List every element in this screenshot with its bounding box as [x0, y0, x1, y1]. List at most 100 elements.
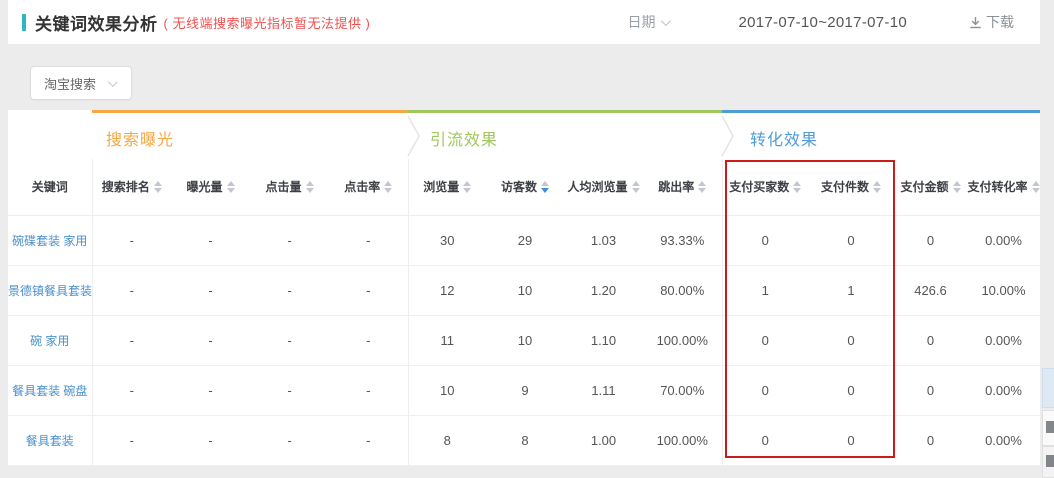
toolbar: 淘宝搜索	[8, 44, 1040, 110]
column-header-label: 人均浏览量	[567, 180, 628, 195]
table-row: 碗碟套装 家用 - - - -30 29 1.03 93.33% 0 0 0 0.00%	[8, 215, 1040, 266]
sort-icon[interactable]	[541, 181, 549, 194]
column-header-label: 支付买家数	[729, 180, 790, 195]
column-header-6[interactable]: 访客数	[486, 159, 564, 216]
keyword-cell: 景德镇餐具套装	[8, 265, 93, 316]
keyword-cell: 碗碟套装 家用	[8, 215, 93, 266]
column-header-label: 访客数	[500, 180, 537, 195]
side-widget-glyph-fragment	[1046, 455, 1054, 467]
sort-icon[interactable]	[952, 181, 961, 194]
metric-cell: 1.10	[564, 315, 643, 366]
metric-cell: -	[250, 215, 329, 266]
metric-cell: 10	[486, 315, 564, 366]
column-header-label: 点击率	[344, 180, 381, 195]
sort-icon[interactable]	[153, 181, 162, 194]
metric-cell: 0.00%	[967, 415, 1040, 466]
metric-cell: 0	[894, 215, 967, 266]
metric-cell: -	[329, 365, 409, 416]
column-header-1[interactable]: 搜索排名	[92, 159, 171, 216]
column-header-label: 支付转化率	[967, 180, 1028, 195]
floating-side-widget[interactable]	[1042, 368, 1054, 478]
metric-cell: 1.11	[564, 365, 643, 416]
metric-cell: 10.00%	[967, 265, 1040, 316]
sort-icon[interactable]	[226, 181, 235, 194]
group-separator-chevron	[721, 115, 734, 157]
sort-icon[interactable]	[1031, 181, 1040, 194]
date-range-value[interactable]: 2017-07-10~2017-07-10	[738, 13, 907, 31]
metric-cell: -	[329, 265, 409, 316]
metric-cell: -	[92, 415, 171, 466]
column-header-12[interactable]: 支付转化率	[967, 159, 1040, 216]
column-header-label: 曝光量	[186, 180, 223, 195]
chevron-down-icon	[107, 76, 118, 87]
metric-cell: -	[329, 415, 409, 466]
keyword-link[interactable]: 碗碟套装 家用	[12, 233, 88, 248]
metric-cell: 0	[894, 365, 967, 416]
side-widget-button[interactable]	[1042, 368, 1054, 408]
sort-icon[interactable]	[793, 181, 802, 194]
metric-cell: 8	[408, 415, 486, 466]
metric-cell: -	[92, 215, 171, 266]
metric-cell: -	[171, 215, 250, 266]
column-header-3[interactable]: 点击量	[250, 159, 329, 216]
keyword-link[interactable]: 碗 家用	[30, 333, 70, 348]
metric-cell: -	[250, 365, 329, 416]
column-header-label: 搜索排名	[101, 180, 150, 195]
table-row: 碗 家用 - - - -11 10 1.10 100.00% 0 0 0 0.00%	[8, 315, 1040, 366]
sort-icon[interactable]	[873, 181, 881, 194]
sort-icon[interactable]	[698, 181, 707, 194]
column-header-11[interactable]: 支付金额	[894, 159, 967, 216]
download-button[interactable]: 下载	[969, 12, 1014, 32]
metric-cell: -	[171, 415, 250, 466]
date-filter-dropdown[interactable]: 日期	[627, 12, 672, 32]
metric-cell: 1.03	[564, 215, 643, 266]
sort-icon[interactable]	[384, 181, 393, 194]
metric-cell: 0	[808, 415, 894, 466]
column-header-10[interactable]: 支付件数	[808, 159, 894, 216]
channel-select-value: 淘宝搜索	[44, 76, 97, 92]
metric-cell: 10	[486, 265, 564, 316]
metric-cell: 70.00%	[643, 365, 723, 416]
metric-cell: 1	[808, 265, 894, 316]
column-header-7[interactable]: 人均浏览量	[564, 159, 643, 216]
metric-cell: 93.33%	[643, 215, 723, 266]
side-widget-button[interactable]	[1042, 446, 1054, 478]
metric-cell: 12	[408, 265, 486, 316]
column-header-5[interactable]: 浏览量	[408, 159, 486, 216]
column-header-label: 跳出率	[658, 180, 695, 195]
metric-cell: 426.6	[894, 265, 967, 316]
keyword-cell: 餐具套装	[8, 415, 93, 466]
sort-icon[interactable]	[463, 181, 472, 194]
column-header-label: 支付件数	[820, 180, 869, 195]
keyword-link[interactable]: 餐具套装 碗盘	[12, 383, 88, 398]
download-label: 下载	[986, 14, 1014, 30]
metric-cell: -	[171, 315, 250, 366]
column-header-row: 关键词 搜索排名 曝光量 点击量 点击率 浏览量 访客数 人均浏览量 跳出率 支付买家数 支付件数…	[8, 159, 1040, 216]
sort-icon[interactable]	[305, 181, 314, 194]
keyword-link[interactable]: 餐具套装	[25, 433, 74, 448]
side-widget-button[interactable]	[1042, 410, 1054, 446]
sort-icon[interactable]	[631, 181, 640, 194]
column-header-9[interactable]: 支付买家数	[722, 159, 808, 216]
column-header-2[interactable]: 曝光量	[171, 159, 250, 216]
metric-cell: 80.00%	[643, 265, 723, 316]
metric-cell: -	[171, 265, 250, 316]
keyword-link[interactable]: 景德镇餐具套装	[8, 283, 93, 298]
metric-cell: -	[250, 265, 329, 316]
group-strip-traffic-effect	[408, 110, 722, 113]
metric-cell: 11	[408, 315, 486, 366]
metric-cell: -	[92, 365, 171, 416]
column-header-8[interactable]: 跳出率	[643, 159, 723, 216]
metric-cell: -	[250, 415, 329, 466]
metric-cell: 29	[486, 215, 564, 266]
metric-cell: 100.00%	[643, 415, 723, 466]
download-icon	[970, 16, 981, 28]
group-strip-conversion-effect	[722, 110, 1040, 113]
column-header-4[interactable]: 点击率	[329, 159, 409, 216]
column-header-label: 支付金额	[900, 180, 949, 195]
metric-cell: 0	[808, 365, 894, 416]
table-row: 景德镇餐具套装 - - - -12 10 1.20 80.00% 1 1 426.6 10.00%	[8, 265, 1040, 316]
date-filter-label: 日期	[627, 14, 656, 30]
metric-cell: 0.00%	[967, 215, 1040, 266]
channel-select[interactable]: 淘宝搜索	[30, 66, 132, 100]
